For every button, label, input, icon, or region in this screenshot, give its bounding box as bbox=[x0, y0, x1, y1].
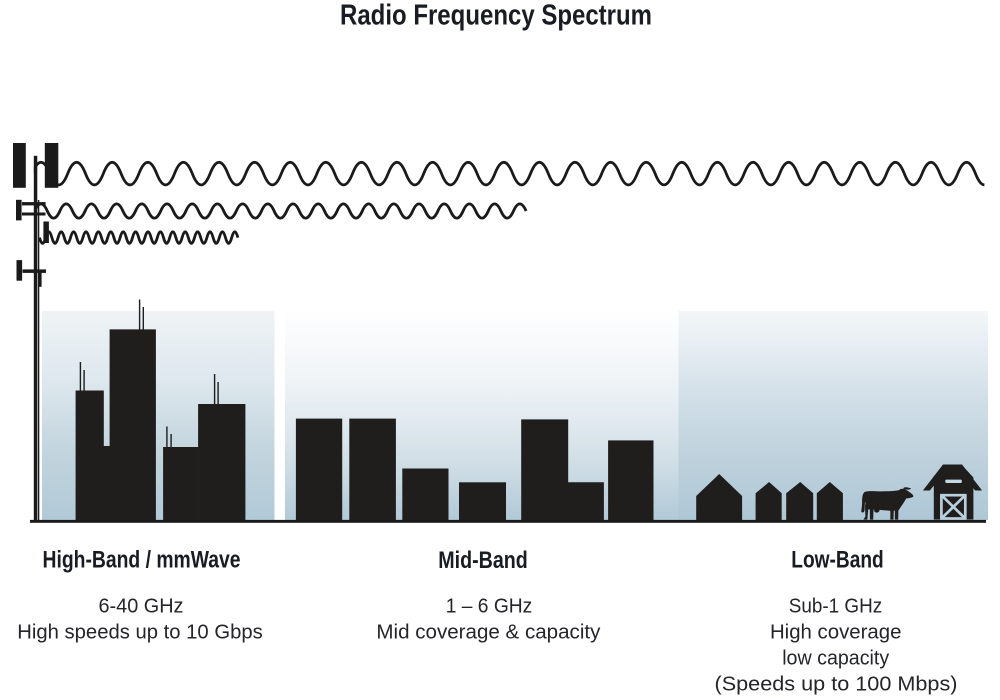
svg-text:Sub-1 GHz: Sub-1 GHz bbox=[789, 595, 883, 618]
svg-text:High coverage: High coverage bbox=[770, 621, 902, 644]
svg-text:High speeds up to 10 Gbps: High speeds up to 10 Gbps bbox=[17, 621, 263, 644]
svg-text:6-40 GHz: 6-40 GHz bbox=[99, 595, 184, 618]
svg-text:1 – 6 GHz: 1 – 6 GHz bbox=[446, 595, 533, 618]
svg-text:(Speeds up to 100 Mbps): (Speeds up to 100 Mbps) bbox=[715, 673, 958, 696]
svg-text:High-Band / mmWave: High-Band / mmWave bbox=[43, 547, 241, 574]
svg-text:Radio Frequency Spectrum: Radio Frequency Spectrum bbox=[340, 0, 652, 31]
svg-text:Low-Band: Low-Band bbox=[791, 547, 884, 574]
svg-text:low capacity: low capacity bbox=[782, 647, 890, 670]
svg-text:Mid coverage & capacity: Mid coverage & capacity bbox=[376, 621, 601, 644]
svg-text:Mid-Band: Mid-Band bbox=[438, 547, 528, 574]
